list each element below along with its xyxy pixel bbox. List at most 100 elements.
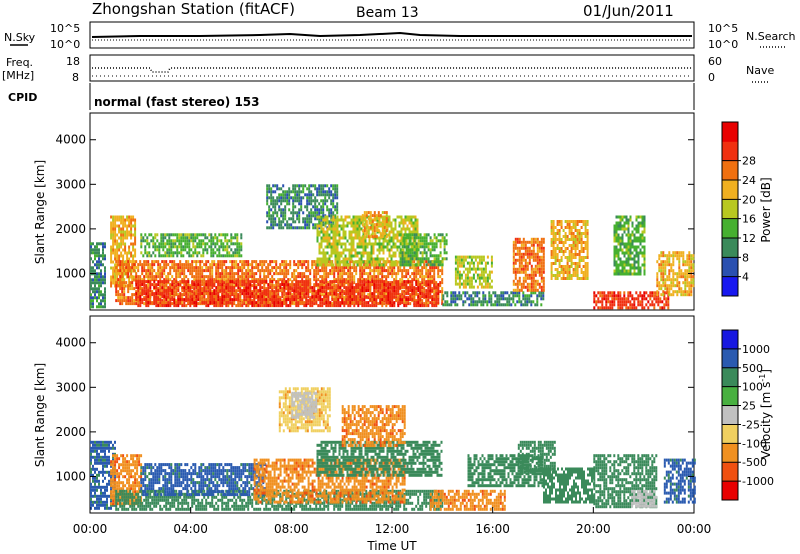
data-cell	[417, 289, 420, 293]
data-cell	[263, 263, 266, 267]
data-cell	[320, 187, 323, 191]
data-cell	[273, 290, 276, 294]
data-cell	[126, 254, 129, 258]
data-cell	[269, 295, 272, 299]
data-cell	[285, 295, 288, 299]
data-cell	[187, 293, 190, 297]
data-cell	[121, 275, 124, 279]
data-cell	[130, 221, 133, 225]
data-cell	[407, 280, 410, 284]
data-cell	[191, 295, 194, 299]
data-cell	[125, 266, 128, 270]
data-cell	[239, 295, 242, 299]
data-cell	[313, 272, 316, 276]
data-cell	[322, 257, 325, 261]
data-cell	[104, 278, 106, 282]
data-cell	[193, 269, 196, 273]
data-cell	[176, 233, 179, 237]
data-cell	[379, 278, 382, 282]
data-cell	[183, 278, 186, 282]
data-cell	[112, 233, 115, 237]
data-cell	[359, 283, 362, 287]
data-cell	[251, 272, 254, 276]
data-cell	[332, 193, 335, 197]
data-cell	[169, 283, 172, 287]
data-cell	[433, 283, 436, 287]
data-cell	[326, 233, 329, 237]
data-cell	[134, 230, 137, 234]
data-cell	[333, 304, 336, 308]
data-cell	[303, 260, 306, 264]
data-cell	[336, 193, 339, 197]
data-cell	[355, 266, 358, 270]
data-cell	[363, 266, 366, 270]
data-cell	[211, 286, 214, 290]
data-cell	[304, 184, 307, 188]
data-cell	[423, 275, 426, 279]
data-cell	[342, 236, 345, 240]
data-cell	[188, 239, 191, 243]
data-cell	[276, 223, 279, 227]
data-cell	[356, 224, 359, 228]
data-cell	[348, 221, 351, 225]
data-cell	[341, 293, 344, 297]
data-cell	[321, 278, 324, 282]
data-cell	[275, 280, 278, 284]
data-cell	[361, 304, 364, 308]
data-cell	[294, 193, 297, 197]
data-cell	[215, 286, 218, 290]
data-cell	[181, 266, 184, 270]
data-cell	[462, 255, 465, 259]
data-cell	[140, 242, 143, 246]
data-cell	[211, 278, 214, 282]
data-cell	[423, 251, 426, 255]
data-cell	[150, 254, 153, 258]
data-cell	[358, 251, 361, 255]
data-cell	[187, 283, 190, 287]
data-cell	[349, 301, 352, 305]
data-cell	[322, 254, 325, 258]
data-cell	[202, 254, 205, 258]
data-cell	[177, 281, 180, 285]
data-cell	[526, 300, 529, 304]
data-cell	[444, 291, 447, 295]
data-cell	[425, 272, 428, 276]
data-cell	[466, 291, 469, 295]
data-cell	[421, 257, 424, 261]
data-cell	[299, 289, 302, 293]
data-cell	[441, 302, 444, 306]
data-cell	[336, 208, 339, 212]
data-cell	[315, 266, 318, 270]
data-cell	[315, 260, 318, 264]
data-cell	[139, 286, 142, 290]
data-cell	[364, 239, 367, 243]
data-cell	[322, 223, 325, 227]
data-cell	[167, 278, 170, 282]
data-cell	[498, 297, 501, 301]
data-cell	[431, 295, 434, 299]
data-cell	[139, 292, 142, 296]
data-cell	[506, 297, 509, 301]
data-cell	[274, 190, 277, 194]
data-cell	[417, 233, 420, 237]
data-cell	[195, 295, 198, 299]
data-cell	[379, 290, 382, 294]
data-cell	[429, 289, 432, 293]
data-cell	[425, 295, 428, 299]
data-cell	[431, 289, 434, 293]
data-cell	[173, 263, 176, 267]
data-cell	[129, 269, 132, 273]
data-cell	[396, 215, 399, 219]
data-cell	[149, 289, 152, 293]
data-cell	[431, 275, 434, 279]
data-cell	[210, 236, 213, 240]
data-cell	[164, 233, 167, 237]
data-cell	[116, 248, 119, 252]
data-cell	[241, 269, 244, 273]
data-cell	[177, 293, 180, 297]
data-cell	[218, 254, 221, 258]
data-cell	[375, 283, 378, 287]
data-cell	[429, 254, 432, 258]
data-cell	[417, 263, 420, 267]
